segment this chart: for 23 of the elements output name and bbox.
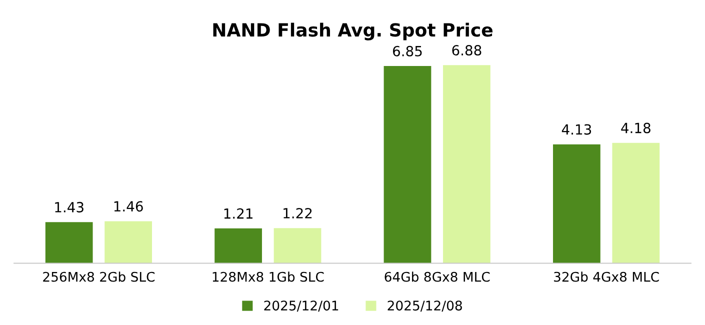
data-label: 6.88 <box>452 45 482 56</box>
x-tick-label: 32Gb 4Gx8 MLC <box>554 272 659 282</box>
chart-title: NAND Flash Avg. Spot Price <box>213 22 492 40</box>
bar <box>104 221 152 264</box>
bar <box>553 144 600 264</box>
bar <box>214 228 262 264</box>
data-label: 1.46 <box>114 201 143 212</box>
data-label: 6.85 <box>393 46 422 56</box>
bar <box>443 65 490 264</box>
x-tick-label: 128Mx8 1Gb SLC <box>212 272 324 282</box>
bar <box>45 222 93 264</box>
legend-label: 2025/12/08 <box>388 300 462 312</box>
x-tick-label: 64Gb 8Gx8 MLC <box>384 272 490 282</box>
bar <box>384 66 432 264</box>
data-label: 4.18 <box>621 122 650 134</box>
x-tick-label: 256Mx8 2Gb SLC <box>43 272 155 282</box>
legend-label: 2025/12/01 <box>264 300 338 312</box>
data-label: 1.43 <box>55 202 84 212</box>
bar <box>274 228 322 264</box>
data-label: 1.22 <box>284 208 312 218</box>
bar <box>612 142 660 264</box>
data-label: 1.21 <box>224 208 252 219</box>
data-label: 4.13 <box>562 124 592 135</box>
